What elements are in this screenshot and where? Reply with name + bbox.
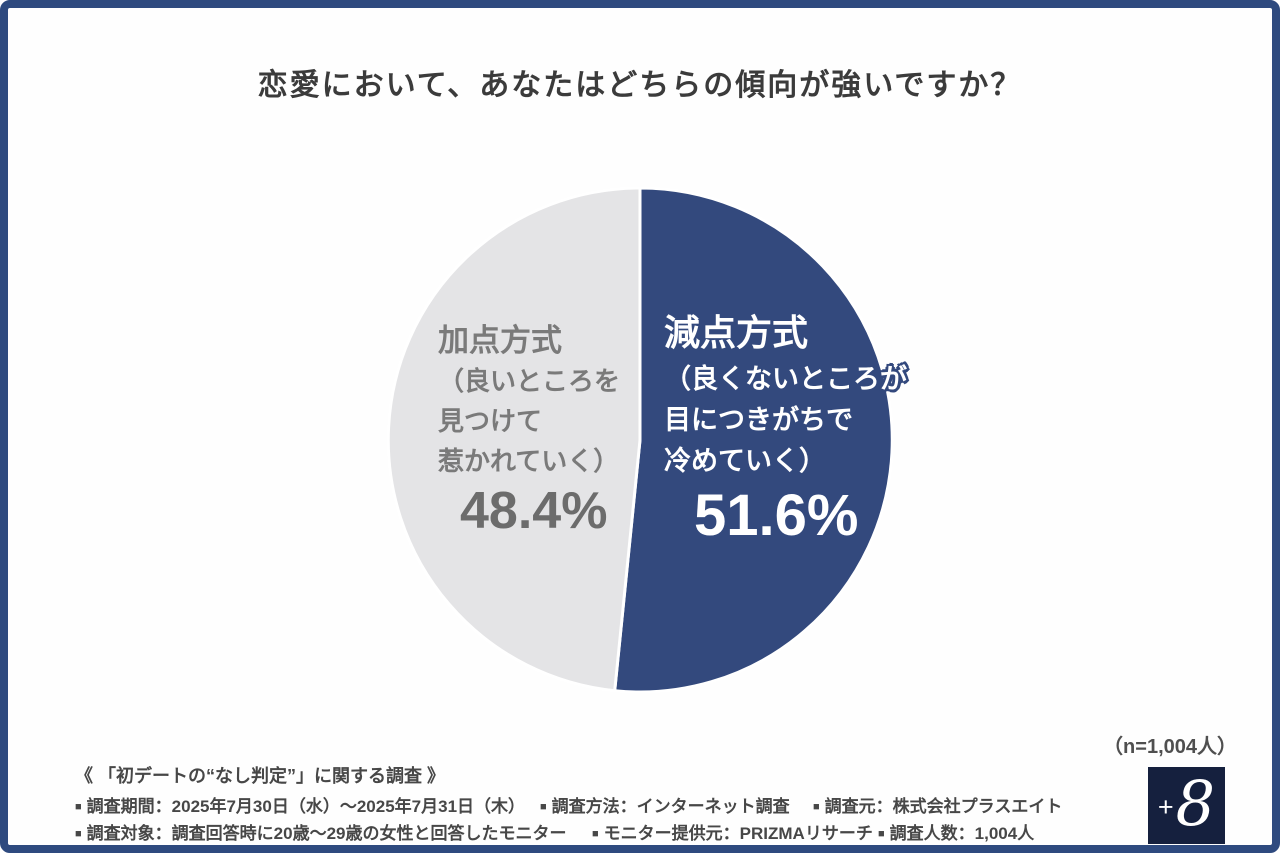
- footer-item-label: 調査方法：インターネット調査: [551, 797, 790, 816]
- footer-item-target: ■ 調査対象：調査回答時に20歳～29歳の女性と回答したモニター: [75, 819, 566, 844]
- footer-item-source: ■ 調査元：株式会社プラスエイト: [813, 792, 1062, 817]
- pie-label-minus-method: 減点方式 （良くないところが 目につきがちで 冷めていく） 51.6%: [664, 310, 907, 548]
- logo-plus-glyph: +: [1157, 792, 1174, 822]
- pie-label-plus-method: 加点方式 （良いところを 見つけて 惹かれていく） 48.4%: [438, 322, 620, 540]
- pie-slice-minus: [613, 186, 894, 694]
- pie-slice-plus: [386, 186, 642, 693]
- plus-eight-logo: + 8: [1148, 767, 1225, 844]
- square-bullet-icon: ■: [592, 828, 599, 840]
- square-bullet-icon: ■: [878, 828, 885, 840]
- slice-desc-line: 見つけて: [438, 405, 543, 436]
- footer-item-label: 調査元：株式会社プラスエイト: [824, 797, 1063, 816]
- sample-size-note: （n=1,004人）: [1103, 736, 1237, 758]
- footer-item-label: 調査人数：1,004人: [889, 824, 1035, 843]
- slice-value: 51.6%: [694, 483, 859, 548]
- square-bullet-icon: ■: [540, 801, 547, 813]
- page-title: 恋愛において、あなたはどちらの傾向が強いですか？: [257, 69, 1023, 102]
- slice-name: 減点方式: [664, 312, 809, 353]
- square-bullet-icon: ■: [813, 801, 820, 813]
- footer-item-label: 調査期間：2025年7月30日（水）～2025年7月31日（木）: [86, 797, 526, 816]
- slice-desc-line: （良いところを: [438, 365, 621, 396]
- slice-desc-line: 惹かれていく）: [438, 445, 620, 476]
- footer-item-count: ■ 調査人数：1,004人: [878, 819, 1034, 844]
- footer-item-monitor: ■ モニター提供元：PRIZMAリサーチ: [592, 819, 873, 844]
- square-bullet-icon: ■: [75, 801, 82, 813]
- logo-eight-glyph: 8: [1175, 766, 1216, 840]
- pie-chart: [386, 186, 894, 694]
- square-bullet-icon: ■: [75, 828, 82, 840]
- footer-item-label: モニター提供元：PRIZMAリサーチ: [603, 824, 873, 843]
- slice-name: 加点方式: [438, 323, 562, 358]
- slice-desc-line: 冷めていく）: [664, 446, 826, 476]
- footer-item-method: ■ 調査方法：インターネット調査: [540, 792, 790, 817]
- slice-desc-line: （良くないところが: [664, 364, 907, 394]
- slice-desc-line: 目につきがちで: [664, 405, 853, 435]
- slice-value: 48.4%: [460, 481, 608, 540]
- survey-headline: 《 「初デートの“なし判定”」に関する調査 》: [75, 766, 445, 786]
- footer-item-label: 調査対象：調査回答時に20歳～29歳の女性と回答したモニター: [86, 824, 567, 843]
- overflow-character: が: [880, 364, 907, 394]
- footer-item-period: ■ 調査期間：2025年7月30日（水）～2025年7月31日（木）: [75, 792, 525, 817]
